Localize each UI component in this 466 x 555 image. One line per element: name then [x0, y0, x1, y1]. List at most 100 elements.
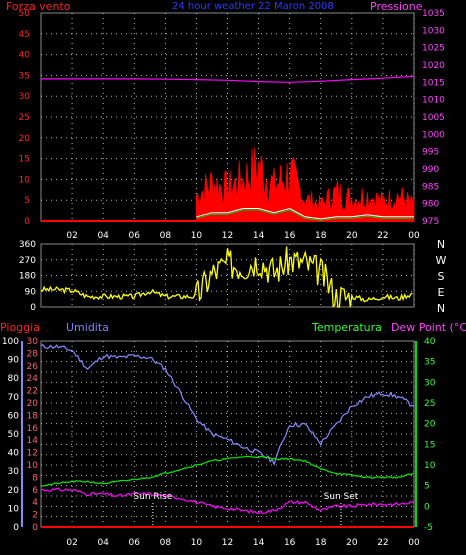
y-right-tick-label: 980: [422, 200, 439, 210]
humidity-axis-tick: 4: [32, 498, 38, 508]
rain-axis-tick: 40: [8, 449, 20, 459]
x-tick-label: 20: [346, 538, 358, 548]
y-right-tick-label: 1020: [422, 61, 445, 71]
temperature-label: Temperatura: [311, 321, 382, 334]
rain-label: Pioggia: [0, 321, 40, 334]
x-tick-label: 18: [315, 538, 327, 548]
humidity-axis-tick: 14: [27, 436, 39, 446]
temperature-axis-tick: 10: [424, 461, 436, 471]
humidity-axis-tick: 24: [27, 374, 39, 384]
x-tick-label: 12: [222, 231, 233, 241]
humidity-axis-tick: 18: [27, 411, 39, 421]
rain-axis-tick: 60: [8, 411, 20, 421]
y-right-tick-label: 985: [422, 182, 439, 192]
series-wind-avg: [196, 209, 414, 221]
sun-set-label: Sun Set: [324, 492, 359, 502]
y-left-tick-label: 50: [19, 9, 31, 19]
y-right-tick-label: 1015: [422, 78, 445, 88]
humidity-axis-tick: 16: [27, 424, 39, 434]
temperature-axis-tick: 25: [424, 399, 435, 409]
x-tick-label: 06: [129, 538, 141, 548]
compass-label: W: [436, 254, 447, 267]
y-right-tick-label: 1005: [422, 113, 445, 123]
humidity-axis-tick: 8: [32, 473, 38, 483]
humidity-axis-tick: 28: [27, 349, 39, 359]
x-tick-label: 14: [253, 231, 265, 241]
y-left-tick-label: 15: [19, 155, 30, 165]
rain-axis-tick: 20: [8, 486, 20, 496]
x-tick-label: 22: [377, 231, 388, 241]
y-left-tick-label: 45: [19, 30, 30, 40]
humidity-axis-tick: 0: [32, 523, 38, 533]
y-left-tick-label: 10: [19, 175, 31, 185]
rain-axis-tick: 50: [8, 430, 20, 440]
x-tick-label: 12: [222, 538, 233, 548]
rain-axis-tick: 80: [8, 374, 20, 384]
y-left-tick-label: 0: [24, 217, 30, 227]
rain-axis-tick: 30: [8, 467, 20, 477]
x-tick-label: 14: [253, 538, 265, 548]
y-tick-label: 270: [19, 256, 36, 266]
x-tick-label: 08: [160, 231, 172, 241]
temperature-axis-tick: 15: [424, 440, 435, 450]
compass-label: S: [438, 270, 445, 283]
x-tick-label: 02: [66, 538, 77, 548]
compass-label: N: [437, 302, 445, 315]
series-pressione: [41, 75, 415, 83]
y-left-tick-label: 20: [19, 134, 31, 144]
humidity-axis-tick: 22: [27, 387, 38, 397]
x-tick-label: 04: [97, 538, 109, 548]
y-left-tick-label: 40: [19, 51, 31, 61]
x-tick-label: 10: [191, 538, 203, 548]
rain-axis-tick: 90: [8, 356, 20, 366]
humidity-axis-tick: 10: [27, 461, 39, 471]
series-direction: [40, 246, 413, 308]
rain-axis-tick: 100: [2, 337, 19, 347]
humidity-axis-tick: 6: [32, 486, 38, 496]
y-left-tick-label: 35: [19, 71, 30, 81]
x-tick-label: 22: [377, 538, 388, 548]
panel-humidity-temperature: Pioggia Umidita Temperatura Dew Point (°C) 0…: [0, 321, 466, 548]
x-tick-label: 02: [66, 231, 77, 241]
x-tick-label: 16: [284, 231, 296, 241]
panel-wind-pressure: Forza vento Pressione 24 hour weather 22 M…: [6, 0, 445, 241]
series-umidita: [40, 343, 415, 466]
series-wind-avg-white: [196, 207, 414, 220]
rain-axis-tick: 0: [13, 523, 19, 533]
x-tick-label: 00: [408, 538, 420, 548]
humidity-axis-tick: 2: [32, 511, 38, 521]
temperature-axis-tick: 35: [424, 358, 435, 368]
y-right-tick-label: 1025: [422, 44, 445, 54]
x-tick-label: 18: [315, 231, 327, 241]
y-tick-label: 0: [30, 303, 36, 313]
compass-label: N: [437, 238, 445, 251]
x-tick-label: 20: [346, 231, 358, 241]
right-axis-title: Pressione: [370, 0, 423, 13]
y-left-tick-label: 30: [19, 92, 31, 102]
left-axis-title: Forza vento: [6, 0, 71, 13]
y-right-tick-label: 1035: [422, 9, 445, 19]
x-tick-label: 16: [284, 538, 296, 548]
dew-point-label: Dew Point (°C): [391, 321, 466, 334]
y-right-tick-label: 1000: [422, 130, 445, 140]
temperature-axis-tick: 40: [424, 337, 436, 347]
x-tick-label: 10: [191, 231, 203, 241]
rain-axis-tick: 10: [8, 504, 20, 514]
y-left-tick-label: 5: [24, 196, 30, 206]
x-tick-label: 04: [97, 231, 109, 241]
temperature-axis-tick: 30: [424, 378, 436, 388]
temperature-axis-tick: 20: [424, 420, 436, 430]
humidity-axis-tick: 12: [27, 449, 38, 459]
series-wind-peak: [195, 148, 415, 222]
sun-rise-label: Sun Rise: [133, 492, 172, 502]
y-left-tick-label: 25: [19, 113, 30, 123]
chart-title: 24 hour weather 22 Maron 2008: [172, 1, 334, 12]
humidity-axis-tick: 26: [27, 362, 39, 372]
x-tick-label: 00: [408, 231, 420, 241]
y-tick-label: 360: [19, 240, 36, 250]
y-right-tick-label: 1030: [422, 26, 445, 36]
humidity-axis-tick: 20: [27, 399, 39, 409]
y-tick-label: 90: [25, 287, 37, 297]
humidity-label: Umidita: [66, 321, 109, 334]
